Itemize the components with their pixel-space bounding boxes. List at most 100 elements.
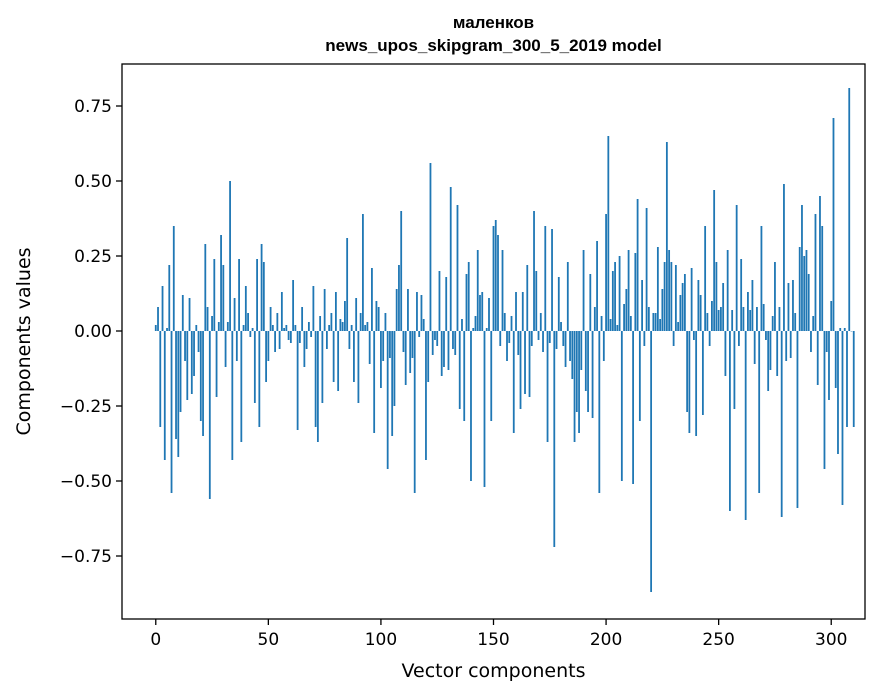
bar [808, 274, 810, 331]
bar [418, 331, 420, 337]
bar [664, 262, 666, 331]
bar [839, 328, 841, 331]
x-tick-label: 100 [365, 630, 397, 650]
bar [752, 280, 754, 331]
bar [842, 331, 844, 505]
bar [661, 289, 663, 331]
bar [853, 331, 855, 427]
bar [337, 331, 339, 391]
bar [655, 313, 657, 331]
bar [837, 331, 839, 454]
bar [819, 196, 821, 331]
bar [538, 331, 540, 340]
bar [486, 328, 488, 331]
bar [513, 331, 515, 433]
bar [328, 325, 330, 331]
bar [779, 307, 781, 331]
bar [806, 250, 808, 331]
bar [234, 298, 236, 331]
bar [470, 331, 472, 481]
bar [499, 331, 501, 346]
bar [168, 265, 170, 331]
bar [709, 331, 711, 346]
bar [846, 331, 848, 427]
bar [794, 313, 796, 331]
bar [758, 331, 760, 493]
bar [706, 313, 708, 331]
bar [184, 331, 186, 361]
bar [477, 250, 479, 331]
bar [569, 331, 571, 361]
bar [540, 313, 542, 331]
bar [335, 292, 337, 331]
bar [610, 319, 612, 331]
bar [740, 259, 742, 331]
bar [767, 331, 769, 391]
bar [799, 247, 801, 331]
bar [382, 331, 384, 361]
bar [772, 316, 774, 331]
bar [209, 331, 211, 499]
bar [349, 331, 351, 349]
bar [725, 331, 727, 376]
bar [394, 331, 396, 406]
bar [580, 331, 582, 370]
bar [385, 313, 387, 331]
bar [745, 331, 747, 520]
bar [533, 211, 535, 331]
bar [443, 331, 445, 367]
bar [175, 331, 177, 439]
bar [526, 265, 528, 331]
bar [515, 292, 517, 331]
bar [371, 268, 373, 331]
bar [625, 289, 627, 331]
x-tick-label: 200 [590, 630, 622, 650]
bar [288, 331, 290, 340]
bar [159, 331, 161, 427]
bar [632, 331, 634, 484]
bar [450, 187, 452, 331]
bar [310, 331, 312, 337]
bar [792, 280, 794, 331]
bar [722, 283, 724, 331]
bar [666, 142, 668, 331]
bar [673, 331, 675, 346]
bar [815, 214, 817, 331]
y-tick-label: −0.75 [60, 547, 112, 567]
bar [245, 286, 247, 331]
bar [601, 316, 603, 331]
bar [468, 262, 470, 331]
bar [524, 331, 526, 394]
bar [186, 331, 188, 400]
bar [743, 307, 745, 331]
bar [679, 295, 681, 331]
bar [430, 163, 432, 331]
bar [803, 256, 805, 331]
bar [270, 307, 272, 331]
bar [475, 316, 477, 331]
bar [445, 277, 447, 331]
bar [315, 331, 317, 427]
bar [727, 250, 729, 331]
bar [416, 292, 418, 331]
bar [227, 322, 229, 331]
bar [220, 235, 222, 331]
bar [306, 331, 308, 349]
x-tick-label: 250 [702, 630, 734, 650]
bar [272, 325, 274, 331]
bar [697, 280, 699, 331]
x-tick-label: 150 [477, 630, 509, 650]
x-tick-label: 0 [150, 630, 161, 650]
bar [353, 331, 355, 382]
bar [207, 307, 209, 331]
bar [195, 325, 197, 331]
bar [506, 331, 508, 361]
bar [263, 262, 265, 331]
bar [222, 265, 224, 331]
bar [193, 331, 195, 376]
bar [182, 295, 184, 331]
bar [830, 301, 832, 331]
bar [355, 298, 357, 331]
